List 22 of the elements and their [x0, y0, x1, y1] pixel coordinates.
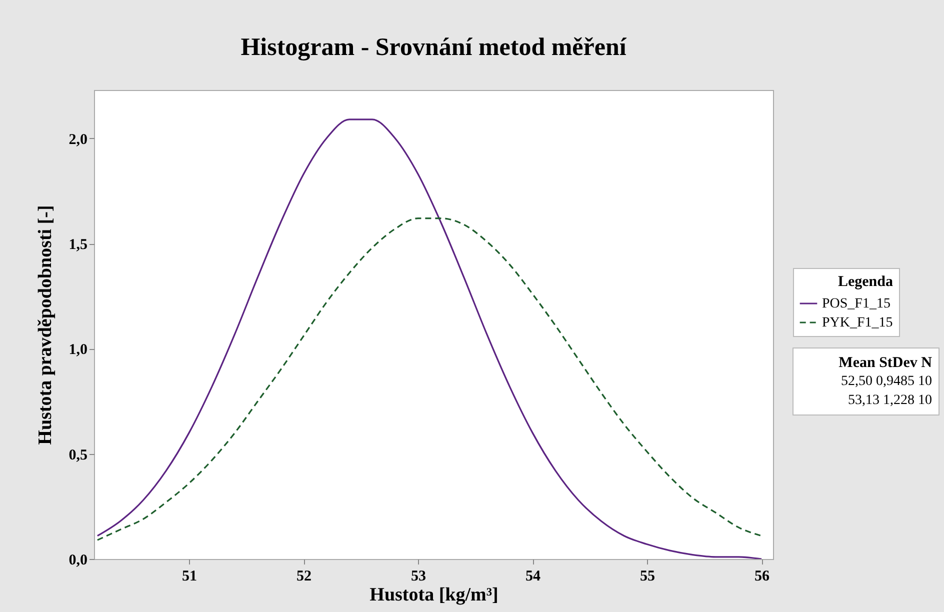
text: 52,50 0,9485 10 — [841, 374, 932, 389]
x-tick-label: 53 — [411, 568, 426, 584]
y-tick-label: 0,5 — [68, 447, 88, 464]
x-tick-label: 54 — [526, 568, 542, 584]
y-tick-label: 1,0 — [68, 342, 88, 358]
y-tick-label: 2,0 — [68, 132, 88, 148]
line-series — [96, 217, 762, 541]
line-series — [96, 118, 762, 559]
legend-label: POS_F1_15 — [822, 296, 890, 312]
chart-title: Histogram - Srovnání metod měření — [240, 34, 628, 61]
text: 53,13 1,228 10 — [848, 393, 932, 408]
y-tick-label: 0,0 — [68, 552, 88, 568]
text: Mean StDev N — [838, 355, 932, 371]
x-tick-label: 52 — [296, 568, 312, 584]
legend-label: PYK_F1_15 — [822, 316, 893, 330]
x-tick-label: 56 — [754, 568, 770, 584]
x-tick-label: 55 — [640, 568, 656, 584]
x-axis-title: Hustota [kg/m³] — [370, 584, 498, 606]
y-tick-label: 1,5 — [68, 237, 88, 254]
x-tick-label: 51 — [182, 568, 198, 584]
y-axis-title: Hustota pravděpodobnosti [-] — [34, 205, 56, 445]
legend-title: Legenda — [838, 274, 894, 290]
